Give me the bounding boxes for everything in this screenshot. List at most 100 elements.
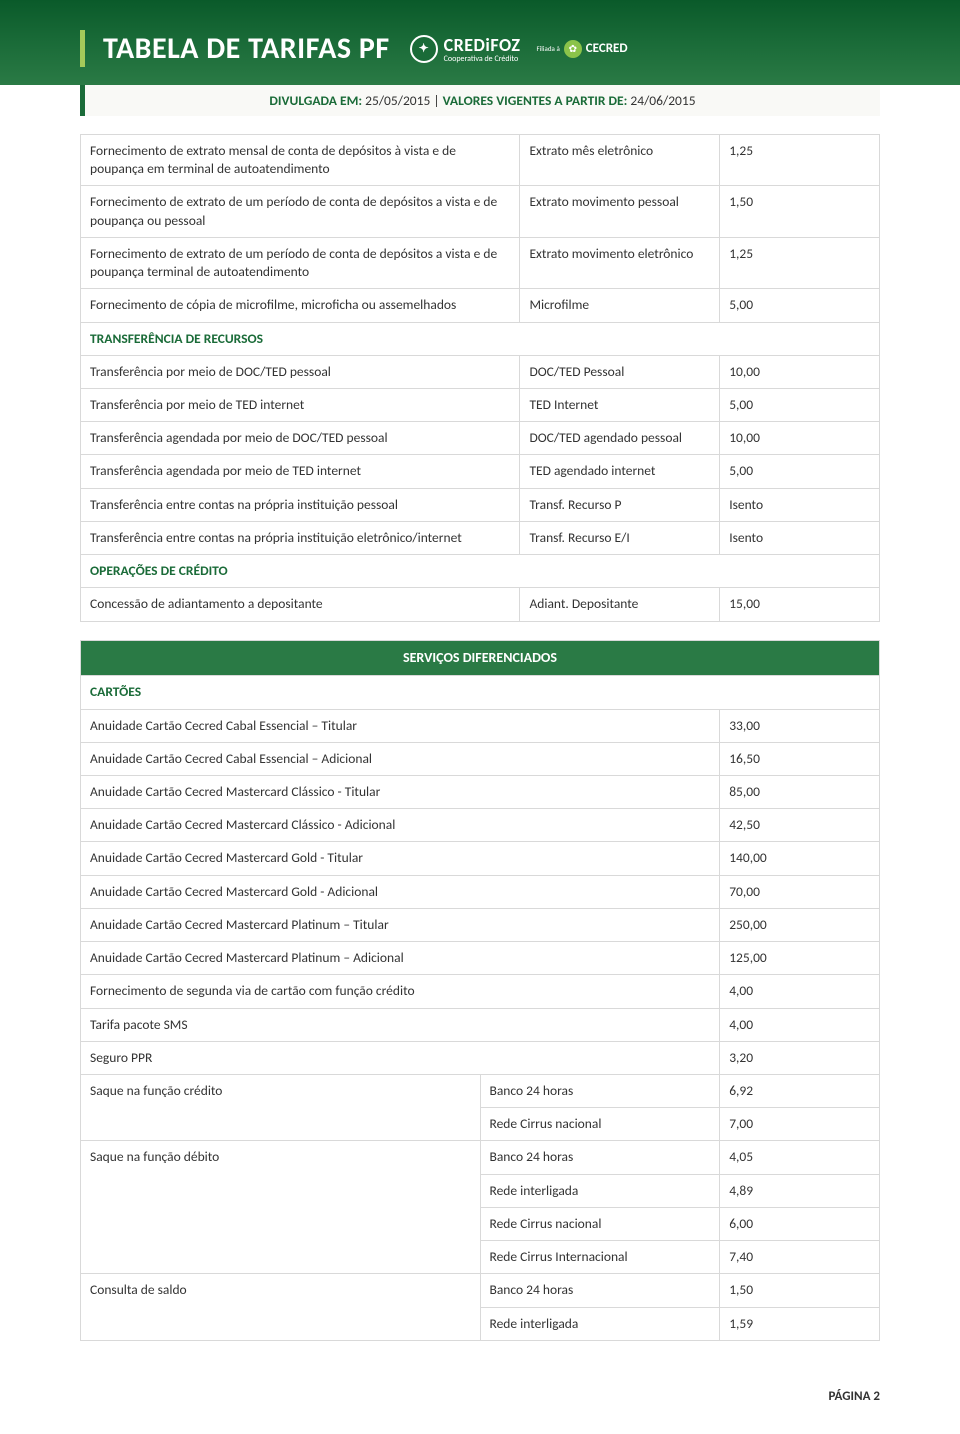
cell-mid: Transf. Recurso P — [520, 488, 720, 521]
table-header-label: SERVIÇOS DIFERENCIADOS — [81, 640, 880, 676]
section-label: CARTÕES — [81, 676, 880, 709]
sub-sep: | — [433, 92, 442, 109]
cell-val: 4,05 — [720, 1141, 880, 1174]
table-row: Tarifa pacote SMS4,00 — [81, 1008, 880, 1041]
cell-mid: Transf. Recurso E/I — [520, 521, 720, 554]
cell-val: 10,00 — [720, 355, 880, 388]
cell-val: 125,00 — [720, 942, 880, 975]
cell-val: 7,40 — [720, 1241, 880, 1274]
cell-desc: Fornecimento de segunda via de cartão co… — [81, 975, 720, 1008]
cell-desc: Consulta de saldo — [81, 1274, 481, 1340]
section-row: OPERAÇÕES DE CRÉDITO — [81, 555, 880, 588]
cecred-icon: ✿ — [564, 40, 582, 58]
cell-mid: Adiant. Depositante — [520, 588, 720, 621]
cell-desc: Anuidade Cartão Cecred Cabal Essencial –… — [81, 709, 720, 742]
table-row: Transferência por meio de TED internetTE… — [81, 388, 880, 421]
cell-desc: Fornecimento de cópia de microfilme, mic… — [81, 289, 520, 322]
sub-date-2: 24/06/2015 — [630, 92, 695, 109]
table-header-row: SERVIÇOS DIFERENCIADOS — [81, 640, 880, 676]
cell-desc: Transferência entre contas na própria in… — [81, 521, 520, 554]
cell-desc: Transferência por meio de TED internet — [81, 388, 520, 421]
table-1: Fornecimento de extrato mensal de conta … — [80, 134, 880, 622]
logo-group: ✦ CREDiFOZ Cooperativa de Crédito Filiad… — [410, 34, 628, 64]
credifoz-icon: ✦ — [410, 35, 438, 63]
cell-val: 70,00 — [720, 875, 880, 908]
credifoz-sub: Cooperativa de Crédito — [444, 54, 521, 64]
section-row: CARTÕES — [81, 676, 880, 709]
table-row: Fornecimento de extrato mensal de conta … — [81, 135, 880, 186]
cell-desc: Transferência agendada por meio de TED i… — [81, 455, 520, 488]
cell-mid: TED Internet — [520, 388, 720, 421]
cell-val: 1,25 — [720, 237, 880, 288]
cell-mid: TED agendado internet — [520, 455, 720, 488]
cell-desc: Fornecimento de extrato de um período de… — [81, 237, 520, 288]
cell-val: 6,00 — [720, 1207, 880, 1240]
cell-val: 5,00 — [720, 289, 880, 322]
cecred-text: CECRED — [586, 41, 628, 56]
table-row: Transferência por meio de DOC/TED pessoa… — [81, 355, 880, 388]
table-row: Anuidade Cartão Cecred Mastercard Platin… — [81, 908, 880, 941]
sub-label-1: DIVULGADA EM: — [269, 92, 362, 109]
cell-mid: DOC/TED Pessoal — [520, 355, 720, 388]
cell-val: 3,20 — [720, 1041, 880, 1074]
table-row: Saque na função débitoBanco 24 horas4,05 — [81, 1141, 880, 1174]
cell-val: 33,00 — [720, 709, 880, 742]
cell-mid: Rede Cirrus nacional — [480, 1207, 720, 1240]
sub-label-2: VALORES VIGENTES A PARTIR DE: — [443, 92, 628, 109]
cell-mid: Banco 24 horas — [480, 1075, 720, 1108]
cell-val: 85,00 — [720, 776, 880, 809]
cell-val: 140,00 — [720, 842, 880, 875]
table-row: Fornecimento de segunda via de cartão co… — [81, 975, 880, 1008]
cell-desc: Transferência entre contas na própria in… — [81, 488, 520, 521]
cell-mid: Microfilme — [520, 289, 720, 322]
cell-val: 16,50 — [720, 742, 880, 775]
table-row: Fornecimento de extrato de um período de… — [81, 237, 880, 288]
table-row: Fornecimento de cópia de microfilme, mic… — [81, 289, 880, 322]
subheader-band: DIVULGADA EM: 25/05/2015 | VALORES VIGEN… — [80, 85, 880, 116]
logo-credifoz: ✦ CREDiFOZ Cooperativa de Crédito — [410, 34, 521, 64]
cell-val: 10,00 — [720, 422, 880, 455]
section-row: TRANSFERÊNCIA DE RECURSOS — [81, 322, 880, 355]
cell-desc: Seguro PPR — [81, 1041, 720, 1074]
cell-desc: Anuidade Cartão Cecred Mastercard Clássi… — [81, 809, 720, 842]
table-row: Anuidade Cartão Cecred Mastercard Gold -… — [81, 875, 880, 908]
cell-desc: Anuidade Cartão Cecred Mastercard Platin… — [81, 908, 720, 941]
table-row: Anuidade Cartão Cecred Mastercard Platin… — [81, 942, 880, 975]
cell-mid: DOC/TED agendado pessoal — [520, 422, 720, 455]
logo-credifoz-text: CREDiFOZ Cooperativa de Crédito — [444, 34, 521, 64]
cell-desc: Transferência por meio de DOC/TED pessoa… — [81, 355, 520, 388]
cell-mid: Banco 24 horas — [480, 1274, 720, 1307]
table-row: Anuidade Cartão Cecred Cabal Essencial –… — [81, 709, 880, 742]
table-row: Saque na função créditoBanco 24 horas6,9… — [81, 1075, 880, 1108]
cell-mid: Banco 24 horas — [480, 1141, 720, 1174]
cell-desc: Anuidade Cartão Cecred Mastercard Gold -… — [81, 842, 720, 875]
table-row: Transferência entre contas na própria in… — [81, 488, 880, 521]
content: Fornecimento de extrato mensal de conta … — [0, 134, 960, 1389]
table-row: Consulta de saldoBanco 24 horas1,50 — [81, 1274, 880, 1307]
cell-desc: Fornecimento de extrato de um período de… — [81, 186, 520, 237]
cell-val: 1,50 — [720, 1274, 880, 1307]
header-band: TABELA DE TARIFAS PF ✦ CREDiFOZ Cooperat… — [0, 0, 960, 85]
cell-val: 1,25 — [720, 135, 880, 186]
table-row: Anuidade Cartão Cecred Mastercard Clássi… — [81, 776, 880, 809]
cell-val: 4,00 — [720, 975, 880, 1008]
table-row: Seguro PPR3,20 — [81, 1041, 880, 1074]
section-label: OPERAÇÕES DE CRÉDITO — [81, 555, 880, 588]
cell-desc: Concessão de adiantamento a depositante — [81, 588, 520, 621]
cell-mid: Extrato movimento pessoal — [520, 186, 720, 237]
cell-desc: Saque na função débito — [81, 1141, 481, 1274]
sub-date-1: 25/05/2015 — [365, 92, 430, 109]
page-title: TABELA DE TARIFAS PF — [80, 30, 390, 67]
cell-mid: Rede interligada — [480, 1307, 720, 1340]
cell-val: 7,00 — [720, 1108, 880, 1141]
cell-val: Isento — [720, 488, 880, 521]
cell-val: 15,00 — [720, 588, 880, 621]
table-row: Fornecimento de extrato de um período de… — [81, 186, 880, 237]
cell-desc: Saque na função crédito — [81, 1075, 481, 1141]
logo-cecred: Filiada à ✿ CECRED — [536, 40, 627, 58]
cecred-pre: Filiada à — [536, 45, 559, 52]
cell-desc: Anuidade Cartão Cecred Mastercard Gold -… — [81, 875, 720, 908]
footer: PÁGINA 2 — [0, 1389, 960, 1434]
cell-mid: Rede interligada — [480, 1174, 720, 1207]
cell-val: 1,50 — [720, 186, 880, 237]
